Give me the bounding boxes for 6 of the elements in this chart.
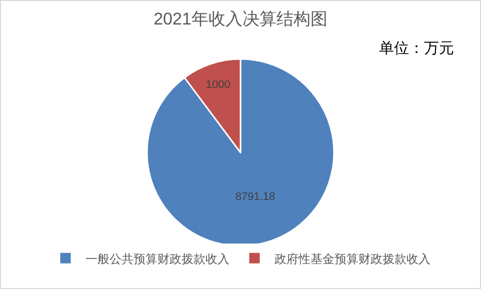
legend-label: 政府性基金预算财政拨款收入: [274, 252, 430, 266]
chart-title: 2021年收入决算结构图: [154, 9, 328, 28]
data-label: 8791.18: [235, 190, 276, 203]
data-label: 1000: [206, 79, 230, 92]
legend-label: 一般公共预算财政拨款收入: [86, 252, 230, 266]
text: 单位：万元: [379, 40, 454, 57]
